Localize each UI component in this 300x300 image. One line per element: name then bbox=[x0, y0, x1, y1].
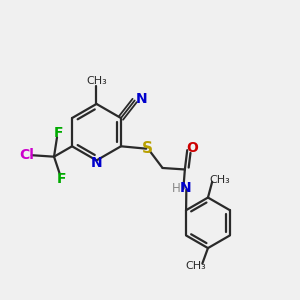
Text: F: F bbox=[57, 172, 66, 186]
Text: F: F bbox=[54, 126, 63, 140]
Text: H: H bbox=[172, 182, 180, 195]
Text: CH₃: CH₃ bbox=[185, 261, 206, 271]
Text: N: N bbox=[180, 181, 192, 195]
Text: N: N bbox=[91, 156, 102, 170]
Text: S: S bbox=[142, 141, 153, 156]
Text: O: O bbox=[187, 141, 199, 155]
Text: N: N bbox=[135, 92, 147, 106]
Text: CH₃: CH₃ bbox=[209, 175, 230, 185]
Text: Cl: Cl bbox=[19, 148, 34, 162]
Text: CH₃: CH₃ bbox=[86, 76, 107, 86]
